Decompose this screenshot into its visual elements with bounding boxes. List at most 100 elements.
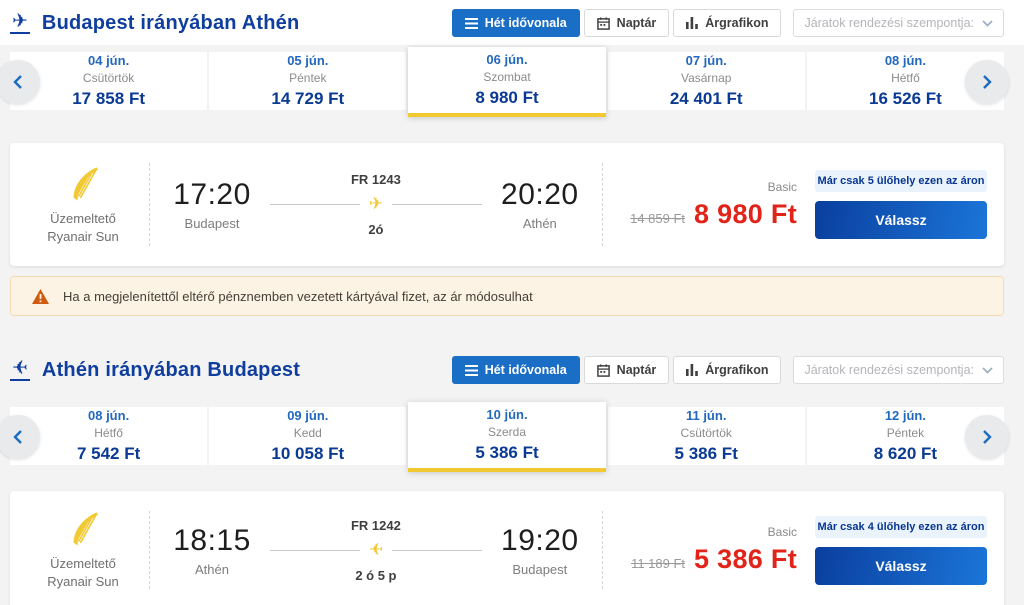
date-price: 8 980 Ft [475, 88, 539, 107]
sort-flights-dropdown[interactable]: Járatok rendezési szempontja: [793, 356, 1004, 384]
ryanair-harp-logo [73, 512, 99, 547]
day-label: Hétfő [94, 426, 123, 440]
departure-city: Athén [195, 561, 229, 577]
carousel-prev-button[interactable] [0, 60, 40, 104]
week-timeline-button[interactable]: Hét idővonala [451, 356, 580, 384]
takeoff-plane-icon: ✈ [10, 10, 30, 34]
operator-block: Üzemeltető Ryanair Sun [27, 164, 139, 245]
operator-name: Ryanair Sun [47, 228, 119, 244]
warning-icon [32, 288, 49, 304]
landing-plane-icon: ✈ [10, 357, 30, 381]
date-label: 07 jún. [685, 53, 727, 68]
date-label: 04 jún. [88, 53, 130, 68]
date-card-selected[interactable]: 06 jún. Szombat 8 980 Ft [408, 47, 606, 117]
inbound-flight-card: Üzemeltető Ryanair Sun 18:15 Athén FR 12… [10, 491, 1004, 605]
date-label: 08 jún. [88, 408, 130, 423]
date-price: 24 401 Ft [669, 89, 743, 108]
date-price: 14 729 Ft [271, 89, 345, 108]
calendar-button[interactable]: Naptár [583, 9, 670, 37]
arrival-city: Budapest [512, 561, 568, 577]
day-label: Vasárnap [680, 71, 732, 85]
divider [149, 511, 150, 589]
date-card[interactable]: 08 jún. Hétfő 7 542 Ft [10, 407, 208, 465]
current-price: 5 386 Ft [694, 544, 797, 574]
week-timeline-label: Hét idővonala [484, 363, 567, 377]
date-card[interactable]: 09 jún. Kedd 10 058 Ft [209, 407, 407, 465]
sort-flights-label: Járatok rendezési szempontja: [804, 16, 974, 30]
select-flight-button[interactable]: Válassz [815, 201, 987, 239]
date-card[interactable]: 05 jún. Péntek 14 729 Ft [209, 52, 407, 110]
arrival-block: 19:20 Budapest [488, 524, 592, 577]
currency-warning: Ha a megjelenítettől eltérő pénznemben v… [10, 276, 1004, 316]
divider [149, 163, 150, 246]
inbound-header-band: ✈ Athén irányában Budapest Hét idővonala… [0, 316, 1024, 392]
route-plane-icon: ✈ [368, 539, 384, 560]
week-timeline-button[interactable]: Hét idővonala [451, 9, 580, 37]
outbound-flight-card: Üzemeltető Ryanair Sun 17:20 Budapest FR… [10, 143, 1004, 266]
departure-time: 17:20 [173, 178, 251, 211]
date-card[interactable]: 12 jún. Péntek 8 620 Ft [806, 407, 1005, 465]
day-label: Csütörtök [680, 426, 732, 440]
carousel-prev-button[interactable] [0, 415, 40, 459]
week-timeline-label: Hét idővonala [484, 16, 567, 30]
old-price: 11 189 Ft [631, 556, 686, 571]
calendar-icon [596, 363, 610, 377]
date-card-selected[interactable]: 10 jún. Szerda 5 386 Ft [408, 402, 606, 472]
date-card[interactable]: 11 jún. Csütörtök 5 386 Ft [607, 407, 805, 465]
date-label: 05 jún. [287, 53, 329, 68]
date-card[interactable]: 04 jún. Csütörtök 17 858 Ft [10, 52, 208, 110]
operator-block: Üzemeltető Ryanair Sun [27, 509, 139, 590]
chevron-left-icon [13, 430, 22, 444]
select-flight-button[interactable]: Válassz [815, 546, 987, 585]
date-label: 09 jún. [287, 408, 329, 423]
date-price: 8 620 Ft [873, 444, 938, 463]
day-label: Csütörtök [82, 71, 135, 85]
date-label: 11 jún. [685, 408, 727, 423]
date-card[interactable]: 07 jún. Vasárnap 24 401 Ft [607, 52, 805, 110]
departure-block: 18:15 Athén [160, 524, 264, 577]
outbound-date-carousel: 04 jún. Csütörtök 17 858 Ft 05 jún. Pént… [0, 47, 1009, 117]
chevron-right-icon [983, 75, 992, 89]
sort-flights-dropdown[interactable]: Járatok rendezési szempontja: [793, 9, 1004, 37]
day-label: Péntek [886, 426, 925, 440]
action-block: Már csak 4 ülőhely ezen az áron Válassz [815, 515, 987, 585]
price-chart-button[interactable]: Árgrafikon [673, 9, 782, 37]
flight-number: FR 1242 [350, 517, 401, 533]
date-label: 06 jún. [486, 52, 528, 67]
route-block: FR 1243 ✈ 2ó [264, 172, 488, 237]
currency-warning-text: Ha a megjelenítettől eltérő pénznemben v… [63, 288, 533, 304]
operator-caption: Üzemeltető [50, 210, 116, 226]
bar-chart-icon [686, 364, 699, 376]
day-label: Kedd [293, 426, 322, 440]
list-icon [464, 364, 478, 376]
chevron-down-icon [982, 366, 993, 374]
route-line [392, 204, 482, 205]
bar-chart-icon [686, 17, 699, 29]
arrival-city: Athén [522, 216, 557, 231]
price-chart-button[interactable]: Árgrafikon [673, 356, 782, 384]
outbound-title: Budapest irányában Athén [41, 11, 300, 34]
fare-class-label: Basic [767, 179, 797, 194]
departure-time: 18:15 [173, 523, 251, 557]
departure-city: Budapest [184, 216, 240, 231]
day-label: Hétfő [891, 71, 920, 85]
price-chart-label: Árgrafikon [705, 363, 769, 377]
date-price: 17 858 Ft [72, 89, 145, 108]
action-block: Már csak 5 ülőhely ezen az áron Válassz [815, 170, 987, 239]
operator-caption: Üzemeltető [50, 556, 116, 572]
carousel-next-button[interactable] [965, 415, 1009, 459]
arrival-time: 19:20 [501, 523, 579, 557]
current-price: 8 980 Ft [694, 198, 797, 229]
route-block: FR 1242 ✈ 2 ó 5 p [264, 518, 488, 583]
calendar-label: Naptár [616, 363, 657, 377]
sort-flights-label: Járatok rendezési szempontja: [804, 363, 974, 377]
carousel-next-button[interactable] [965, 60, 1009, 104]
date-label: 12 jún. [884, 408, 926, 423]
fare-class-label: Basic [767, 525, 797, 539]
inbound-view-toolbar: Hét idővonala Naptár Árgrafikon Járatok … [451, 356, 1004, 384]
chevron-right-icon [983, 430, 992, 444]
route-plane-icon: ✈ [368, 194, 384, 214]
outbound-view-toolbar: Hét idővonala Naptár Árgrafikon Járatok … [451, 9, 1004, 37]
calendar-button[interactable]: Naptár [583, 356, 670, 384]
departure-block: 17:20 Budapest [160, 178, 264, 231]
